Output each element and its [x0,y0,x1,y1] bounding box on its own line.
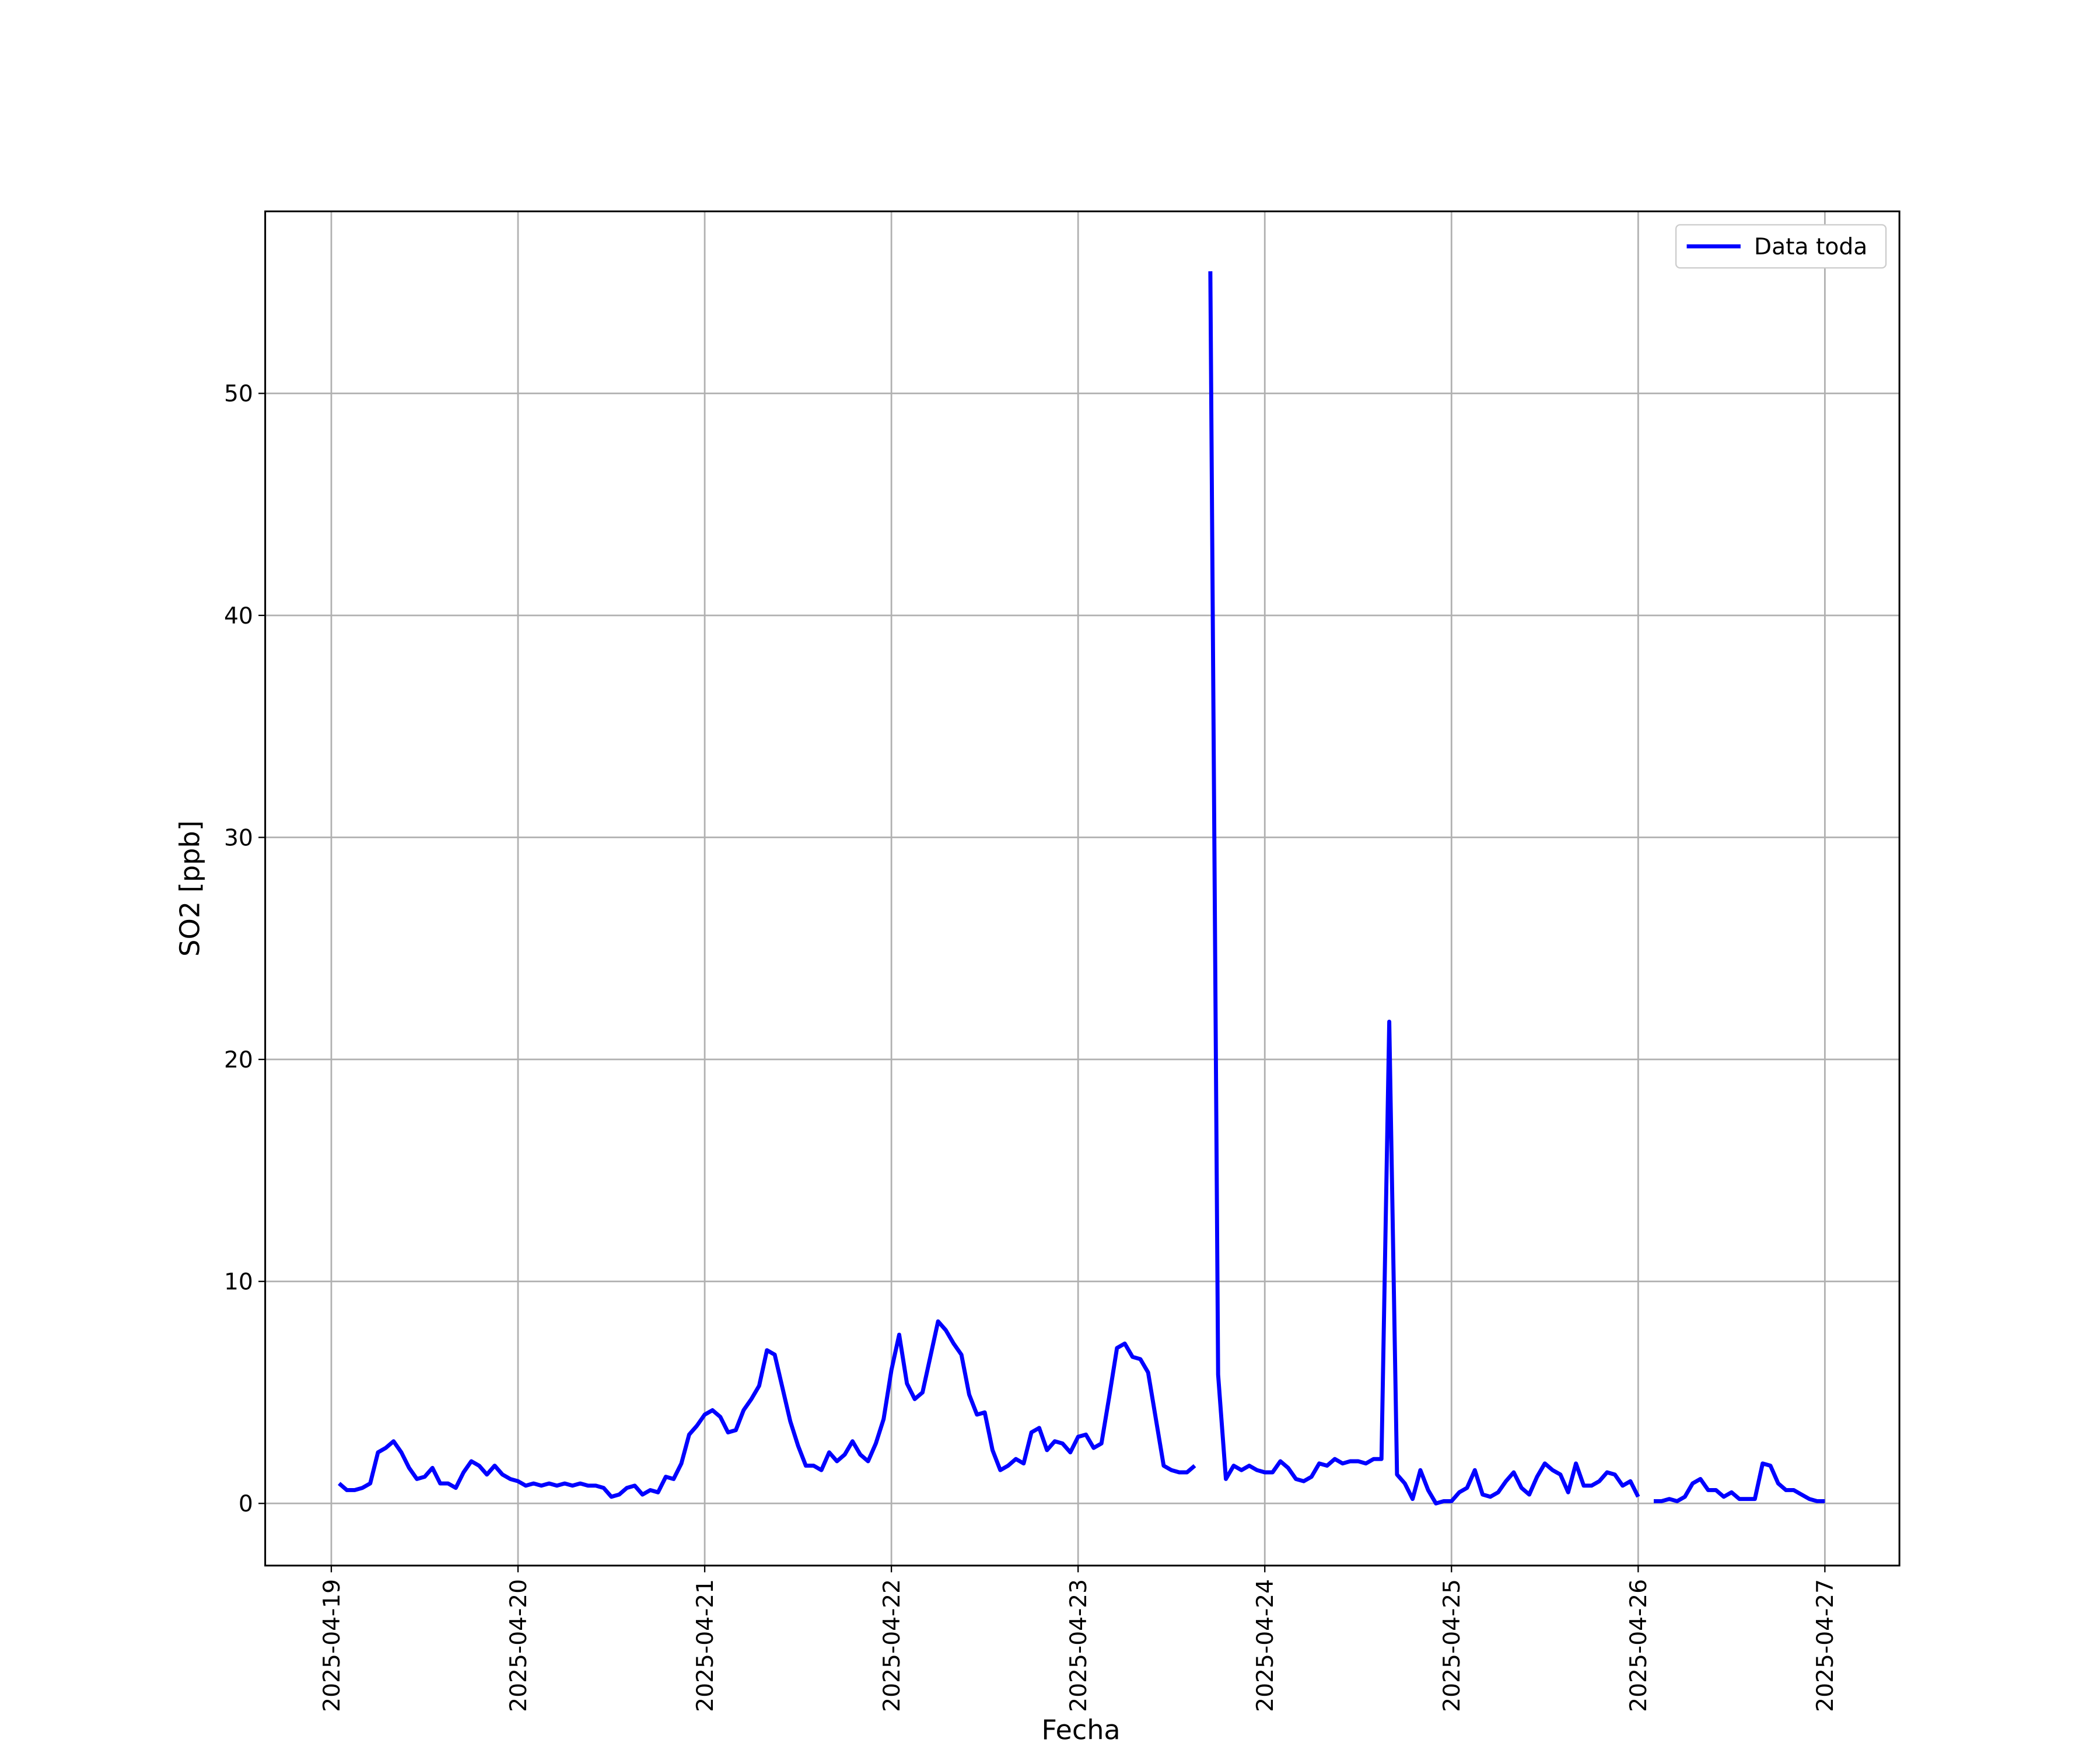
x-tick-label: 2025-04-22 [879,1579,905,1712]
data-line [338,271,1825,1506]
plot-frame [264,210,1901,1567]
x-tick-label: 2025-04-19 [319,1579,345,1712]
x-tick-label: 2025-04-24 [1252,1579,1279,1712]
y-tick-label: 10 [224,1269,253,1296]
x-tick-label: 2025-04-21 [692,1579,719,1712]
x-tick-label: 2025-04-26 [1626,1579,1652,1712]
x-tick-label: 2025-04-27 [1812,1579,1839,1712]
x-tick-label: 2025-04-23 [1066,1579,1092,1712]
y-axis-label: SO2 [ppb] [174,820,206,957]
y-tick-label: 50 [224,381,253,407]
x-tick-label: 2025-04-25 [1439,1579,1465,1712]
x-tick-label: 2025-04-20 [506,1579,532,1712]
y-tick-label: 40 [224,603,253,629]
y-tick-label: 20 [224,1047,253,1073]
y-tick-label: 0 [239,1491,253,1517]
y-tick-label: 30 [224,825,253,851]
x-axis-label: Fecha [1041,1714,1120,1746]
legend-box [1675,224,1887,269]
legend-label: Data toda [1754,234,1867,260]
